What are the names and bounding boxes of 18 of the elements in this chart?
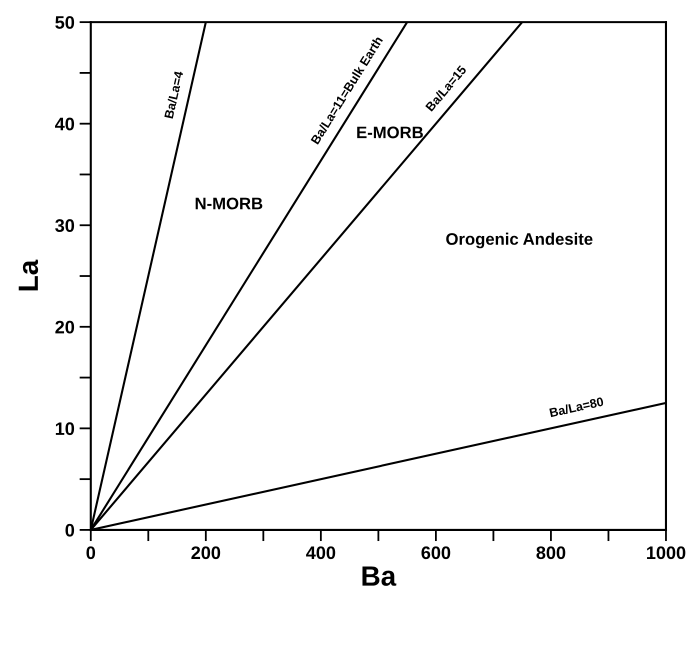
x-tick-label: 800: [536, 546, 566, 560]
x-tick-label: 200: [191, 546, 220, 560]
x-tick-label: 600: [421, 546, 450, 560]
x-tick-label: 400: [306, 546, 336, 560]
x-tick-label: 0: [86, 546, 96, 560]
text: Ba/La=80: [549, 396, 604, 418]
y-tick-label: 50: [55, 16, 74, 29]
y-tick-label: 20: [55, 320, 74, 334]
x-tick-label: 1000: [647, 546, 686, 560]
annotation: Orogenic Andesite: [446, 232, 593, 248]
y-axis-title: La: [18, 260, 38, 290]
text: Ba/La=4: [164, 70, 184, 119]
y-tick-label: 30: [55, 219, 74, 232]
y-tick-label: 0: [65, 524, 74, 537]
y-tick-label: 10: [56, 422, 74, 436]
x-axis-title: Ba: [362, 566, 396, 586]
y-tick-label: 40: [55, 118, 74, 130]
annotation: N-MORB: [196, 198, 262, 210]
